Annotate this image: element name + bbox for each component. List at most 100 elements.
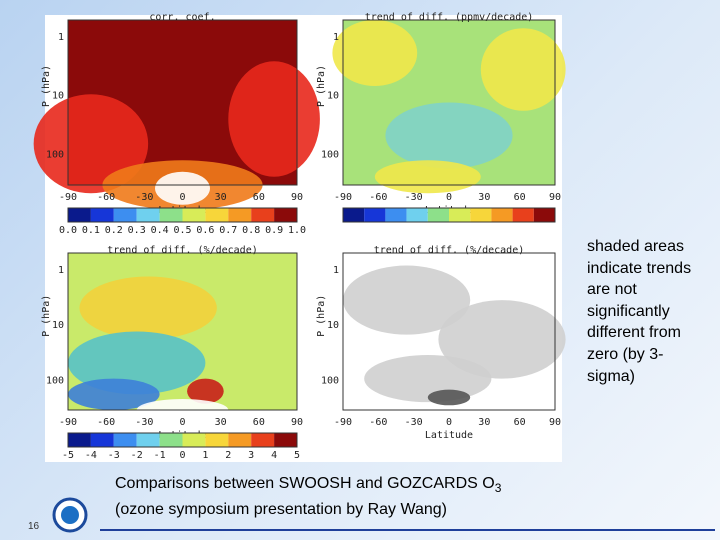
colorbar-label: 1.0 — [288, 225, 306, 236]
x-tick-label: -30 — [135, 417, 153, 428]
colorbar-cell — [251, 208, 275, 222]
x-tick-label: 0 — [179, 417, 185, 428]
y-tick-label: 100 — [46, 149, 64, 160]
y-tick-label: 10 — [327, 320, 339, 331]
colorbar-cell — [90, 208, 114, 222]
contour-region — [187, 378, 224, 404]
colorbar-cell — [491, 208, 513, 222]
plot-frame — [67, 252, 298, 411]
x-tick-label: 0 — [446, 192, 452, 203]
contour-region — [438, 300, 566, 379]
x-tick-label: -30 — [405, 417, 423, 428]
colorbar-label: 4 — [271, 450, 277, 461]
contour-region — [374, 160, 481, 194]
colorbar-cell — [68, 433, 91, 447]
panel-title: trend of diff. (%/decade) — [374, 245, 525, 256]
colorbar-label: 3 — [248, 450, 254, 461]
plot-frame — [67, 19, 298, 186]
y-tick-label: 1 — [58, 32, 64, 43]
colorbar-cell — [205, 433, 229, 447]
y-tick-label: 100 — [46, 375, 64, 386]
colorbar-label: -2 — [131, 450, 143, 461]
caption-line: Comparisons between SWOOSH and GOZCARDS … — [115, 475, 495, 492]
contour-region — [68, 331, 206, 395]
colorbar-cell — [274, 208, 297, 222]
x-tick-label: 60 — [514, 192, 526, 203]
panel-title: trend of diff. (%/decade) — [107, 245, 258, 256]
x-tick-label: -90 — [334, 192, 352, 203]
x-tick-label: -30 — [405, 192, 423, 203]
y-tick-label: 1 — [333, 32, 339, 43]
contour-region — [364, 355, 492, 403]
contour-region — [33, 94, 149, 194]
colorbar-label: 0.9 — [265, 225, 283, 236]
logo-inner — [61, 506, 79, 524]
colorbar-label: 0.2 — [105, 225, 123, 236]
colorbar-cell — [136, 433, 160, 447]
x-tick-label: -60 — [97, 417, 115, 428]
contour-region — [332, 20, 418, 86]
colorbar-label: 0.4 — [151, 225, 169, 236]
colorbar-cell — [449, 208, 471, 222]
y-axis-label: P (hPa) — [41, 295, 52, 337]
colorbar-cell — [136, 208, 160, 222]
side-note: shaded areas indicate trends are not sig… — [587, 238, 692, 385]
colorbar-cell — [343, 208, 365, 222]
y-tick-label: 10 — [52, 91, 64, 102]
colorbar-cell — [159, 433, 183, 447]
colorbar-cell — [113, 208, 137, 222]
colorbar-label: -1 — [154, 450, 166, 461]
x-tick-label: -90 — [334, 417, 352, 428]
contour-region — [385, 102, 513, 169]
x-tick-label: 30 — [215, 417, 227, 428]
colorbar-label: 0.8 — [242, 225, 260, 236]
x-tick-label: -90 — [59, 192, 77, 203]
x-tick-label: 90 — [549, 417, 561, 428]
x-tick-label: 90 — [549, 192, 561, 203]
panel-title: trend of diff. (ppmv/decade) — [365, 12, 534, 23]
panel-title: corr. coef. — [149, 12, 215, 23]
slide-number: 16 — [28, 521, 40, 532]
contour-region — [79, 276, 217, 340]
caption-subscript: 3 — [494, 481, 502, 496]
x-tick-label: -30 — [135, 192, 153, 203]
colorbar-cell — [182, 433, 206, 447]
x-tick-label: 30 — [478, 192, 490, 203]
colorbar-label: 0.0 — [59, 225, 77, 236]
x-tick-label: 60 — [253, 417, 265, 428]
colorbar-cell — [470, 208, 492, 222]
colorbar-label: -3 — [108, 450, 120, 461]
contour-region — [228, 61, 320, 177]
colorbar-cell — [113, 433, 137, 447]
x-tick-label: 90 — [291, 192, 303, 203]
y-tick-label: 1 — [333, 265, 339, 276]
x-tick-label: 0 — [179, 192, 185, 203]
colorbar-cell — [427, 208, 449, 222]
colorbar-frame — [342, 207, 556, 223]
x-tick-label: 90 — [291, 417, 303, 428]
colorbar-label: -4 — [85, 450, 97, 461]
colorbar-label: 2 — [225, 450, 231, 461]
y-tick-label: 1 — [58, 265, 64, 276]
colorbar-label: 5 — [294, 450, 300, 461]
colorbar-label: 0.7 — [219, 225, 237, 236]
y-axis-label: P (hPa) — [316, 295, 327, 337]
colorbar-cell — [274, 433, 297, 447]
x-tick-label: 60 — [514, 417, 526, 428]
colorbar-label: 0.1 — [82, 225, 100, 236]
colorbar-cell — [159, 208, 183, 222]
colorbar-cell — [205, 208, 229, 222]
contour-region — [427, 389, 471, 406]
x-tick-label: -60 — [369, 192, 387, 203]
x-tick-label: -60 — [369, 417, 387, 428]
colorbar-cell — [228, 208, 252, 222]
colorbar-label: -5 — [62, 450, 74, 461]
plot-frame — [342, 252, 556, 411]
colorbar-label: 0.6 — [196, 225, 214, 236]
colorbar-cell — [228, 433, 252, 447]
y-tick-label: 100 — [321, 375, 339, 386]
colorbar-label: 0.3 — [128, 225, 146, 236]
x-tick-label: 30 — [215, 192, 227, 203]
colorbar-label: 0 — [179, 450, 185, 461]
colorbar-cell — [385, 208, 407, 222]
